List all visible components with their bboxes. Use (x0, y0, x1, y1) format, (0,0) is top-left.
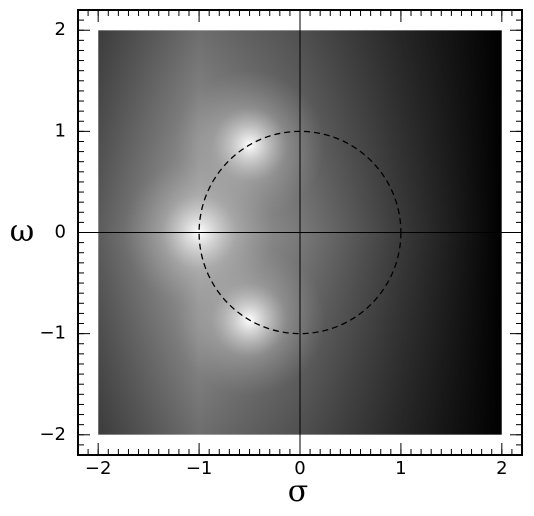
unit-circle (198, 130, 402, 335)
x-tick-label: 2 (496, 458, 507, 479)
y-tick-label: 1 (55, 120, 66, 141)
y-tick-label: 0 (55, 222, 66, 243)
x-axis-label: σ (288, 474, 308, 509)
y-tick-label: −1 (39, 323, 66, 344)
x-tick-label: 0 (294, 458, 305, 479)
x-tick-label: 1 (395, 458, 406, 479)
y-tick-label: 2 (55, 19, 66, 40)
x-tick-label: −2 (85, 458, 112, 479)
plot-frame (77, 9, 523, 456)
y-tick-label: −2 (39, 424, 66, 445)
x-tick-label: −1 (186, 458, 213, 479)
y-axis-label: ω (10, 214, 34, 249)
